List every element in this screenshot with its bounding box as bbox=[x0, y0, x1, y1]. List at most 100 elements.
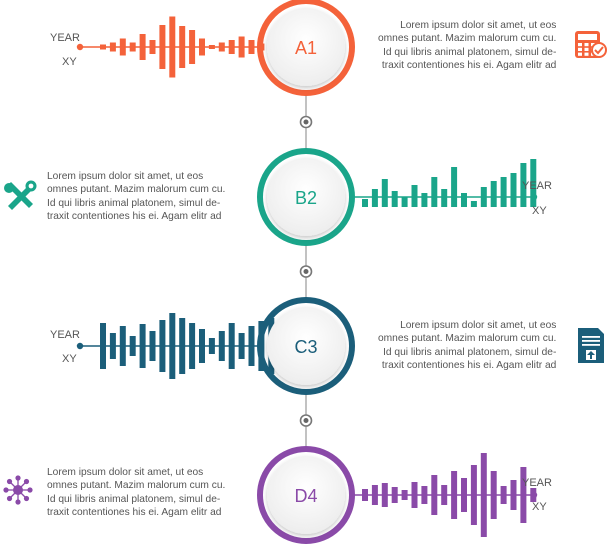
wave-bar bbox=[119, 326, 126, 366]
row-b2-xy-label: XY bbox=[532, 205, 547, 217]
row-d4: D4 bbox=[3, 446, 538, 544]
row-d4-year-label: YEAR bbox=[522, 477, 552, 489]
text-line: Id qui libris animal platonem, simul de- bbox=[47, 197, 221, 209]
text-line: traxit contentiones his ei. Agam elitr a… bbox=[47, 211, 222, 223]
wave-bar bbox=[139, 34, 146, 60]
node-disc bbox=[267, 456, 345, 534]
node-disc bbox=[267, 8, 345, 86]
wave-bar bbox=[159, 320, 166, 372]
wave-bar bbox=[109, 333, 116, 359]
wave-bar bbox=[451, 167, 458, 207]
wave-bar bbox=[461, 478, 467, 512]
wave-bar bbox=[169, 313, 176, 379]
wave-bar bbox=[248, 326, 255, 366]
rows-layer: A1 B2 C3 D4 bbox=[3, 0, 607, 544]
wave-bar bbox=[149, 40, 156, 54]
wave-bar bbox=[362, 199, 368, 207]
text-line: omnes putant. Mazim malorum cum cu. bbox=[378, 33, 557, 45]
wave-bar bbox=[421, 193, 428, 207]
wave-bar bbox=[189, 30, 196, 64]
wave-bar bbox=[381, 483, 388, 507]
wave-bar bbox=[490, 181, 497, 207]
row-b2-description: Lorem ipsum dolor sit amet, ut eos omnes… bbox=[47, 170, 225, 224]
wave-bar bbox=[109, 42, 116, 52]
wave-bar bbox=[530, 159, 537, 207]
text-line: Lorem ipsum dolor sit amet, ut eos bbox=[400, 20, 557, 31]
wave-bar bbox=[228, 40, 235, 54]
row-a1-year-label: YEAR bbox=[50, 32, 80, 44]
text-line: Lorem ipsum dolor sit amet, ut eos bbox=[400, 320, 557, 331]
wave-bar bbox=[461, 193, 467, 207]
wave-bar bbox=[381, 179, 388, 207]
wave-bar bbox=[470, 465, 477, 525]
wave-bar bbox=[218, 42, 225, 52]
wave-bar bbox=[500, 486, 507, 504]
wave-bar bbox=[401, 197, 408, 207]
wave-bar bbox=[431, 177, 438, 207]
text-line: traxit contentiones his ei. Agam elitr a… bbox=[381, 360, 557, 372]
node-label: B2 bbox=[295, 188, 317, 208]
wave-bar bbox=[530, 488, 537, 502]
wave-bar bbox=[129, 336, 136, 356]
wave-bar bbox=[520, 163, 527, 207]
node-label: D4 bbox=[294, 486, 317, 506]
text-line: Id qui libris animal platonem, simul de- bbox=[47, 493, 221, 505]
wave-bar bbox=[470, 201, 477, 207]
wave-bar bbox=[139, 324, 146, 368]
wave-bar bbox=[199, 38, 205, 56]
wave-bar bbox=[401, 490, 408, 500]
wave-bar bbox=[228, 323, 235, 369]
wave-bar bbox=[218, 331, 225, 361]
wave-bar bbox=[238, 333, 245, 359]
wave-bar bbox=[411, 482, 418, 508]
row-b2: B2 bbox=[4, 148, 538, 246]
wave-bar bbox=[179, 26, 186, 68]
wave-bar bbox=[441, 485, 448, 505]
wave-bar bbox=[169, 16, 176, 78]
node-label: C3 bbox=[294, 337, 317, 357]
wave-bar bbox=[179, 318, 186, 374]
wave-bar bbox=[208, 45, 215, 49]
network-hub-icon bbox=[3, 475, 33, 505]
text-line: omnes putant. Mazim malorum cum cu. bbox=[378, 333, 557, 345]
wave-bar bbox=[421, 486, 428, 504]
text-line: Id qui libris animal platonem, simul de- bbox=[383, 46, 557, 58]
wave-bar bbox=[441, 189, 448, 207]
wave-bar bbox=[411, 185, 418, 207]
wave-bar bbox=[500, 177, 507, 207]
node-label: A1 bbox=[295, 38, 317, 58]
document-upload-icon bbox=[578, 328, 604, 363]
wave-bar bbox=[451, 471, 458, 519]
row-b2-year-label: YEAR bbox=[522, 180, 552, 192]
row-c3-year-label: YEAR bbox=[50, 329, 80, 341]
row-a1: A1 bbox=[76, 0, 607, 96]
row-a1-xy-label: XY bbox=[62, 56, 77, 68]
wave-bar bbox=[480, 187, 487, 207]
connector-knob-dot bbox=[303, 119, 309, 125]
row-c3-xy-label: XY bbox=[62, 353, 77, 365]
wave-bar bbox=[371, 485, 378, 505]
wave-bar bbox=[510, 173, 517, 207]
wave-bar bbox=[520, 467, 527, 523]
node-ring bbox=[257, 0, 355, 96]
node-ring bbox=[257, 148, 355, 246]
text-line: Lorem ipsum dolor sit amet, ut eos bbox=[47, 467, 204, 478]
wave-bar bbox=[149, 331, 156, 361]
wave-bar bbox=[100, 44, 106, 50]
row-d4-xy-label: XY bbox=[532, 501, 547, 513]
wave-bar bbox=[490, 471, 497, 519]
wave-bar bbox=[119, 38, 126, 56]
wave-bar bbox=[238, 36, 245, 58]
row-d4-description: Lorem ipsum dolor sit amet, ut eos omnes… bbox=[47, 466, 225, 520]
text-line: traxit contentiones his ei. Agam elitr a… bbox=[381, 60, 557, 72]
node-ring bbox=[257, 446, 355, 544]
connector-knob-dot bbox=[303, 269, 309, 274]
wave-axis-dot bbox=[76, 43, 84, 51]
wave-bar bbox=[199, 329, 205, 363]
row-c3: C3 bbox=[76, 297, 604, 395]
wave-bar bbox=[431, 475, 438, 515]
node-disc bbox=[267, 307, 345, 385]
wave-bar bbox=[362, 489, 368, 501]
row-c3-description: Lorem ipsum dolor sit amet, ut eos omnes… bbox=[378, 319, 556, 373]
